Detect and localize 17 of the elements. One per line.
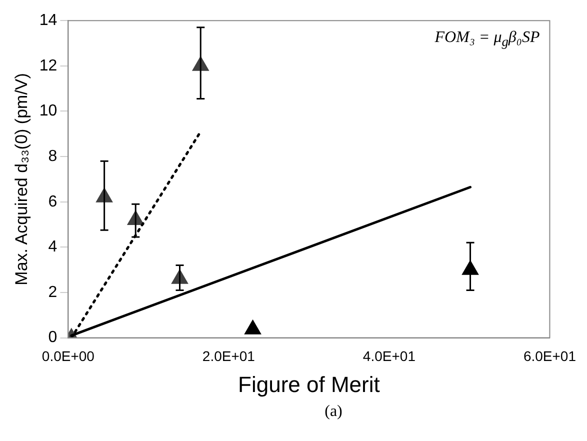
y-tick-label: 4 xyxy=(48,238,58,256)
y-tick-label: 14 xyxy=(39,12,58,30)
x-tick-label: 2.0E+01 xyxy=(202,348,256,364)
text: (a) xyxy=(324,403,344,421)
y-tick-label: 8 xyxy=(48,148,58,165)
y-tick-label: 12 xyxy=(39,57,58,74)
y-tick-label: 10 xyxy=(39,102,58,120)
y-tick-label: 6 xyxy=(48,193,58,210)
x-tick-label: 0.0E+00 xyxy=(42,348,95,364)
y-tick-label: 0 xyxy=(48,329,58,346)
x-axis-title: Figure of Merit xyxy=(238,372,380,397)
x-tick-label: 6.0E+01 xyxy=(523,348,576,364)
annotation: FOM₃ = μ$_{g}$β₀SP xyxy=(434,28,540,50)
y-axis-title: Max. Acquired d₃₃(0) (pm/V) xyxy=(12,73,31,286)
x-tick-label: 4.0E+01 xyxy=(362,348,416,364)
point xyxy=(244,320,262,334)
y-tick-label: 2 xyxy=(48,284,58,301)
